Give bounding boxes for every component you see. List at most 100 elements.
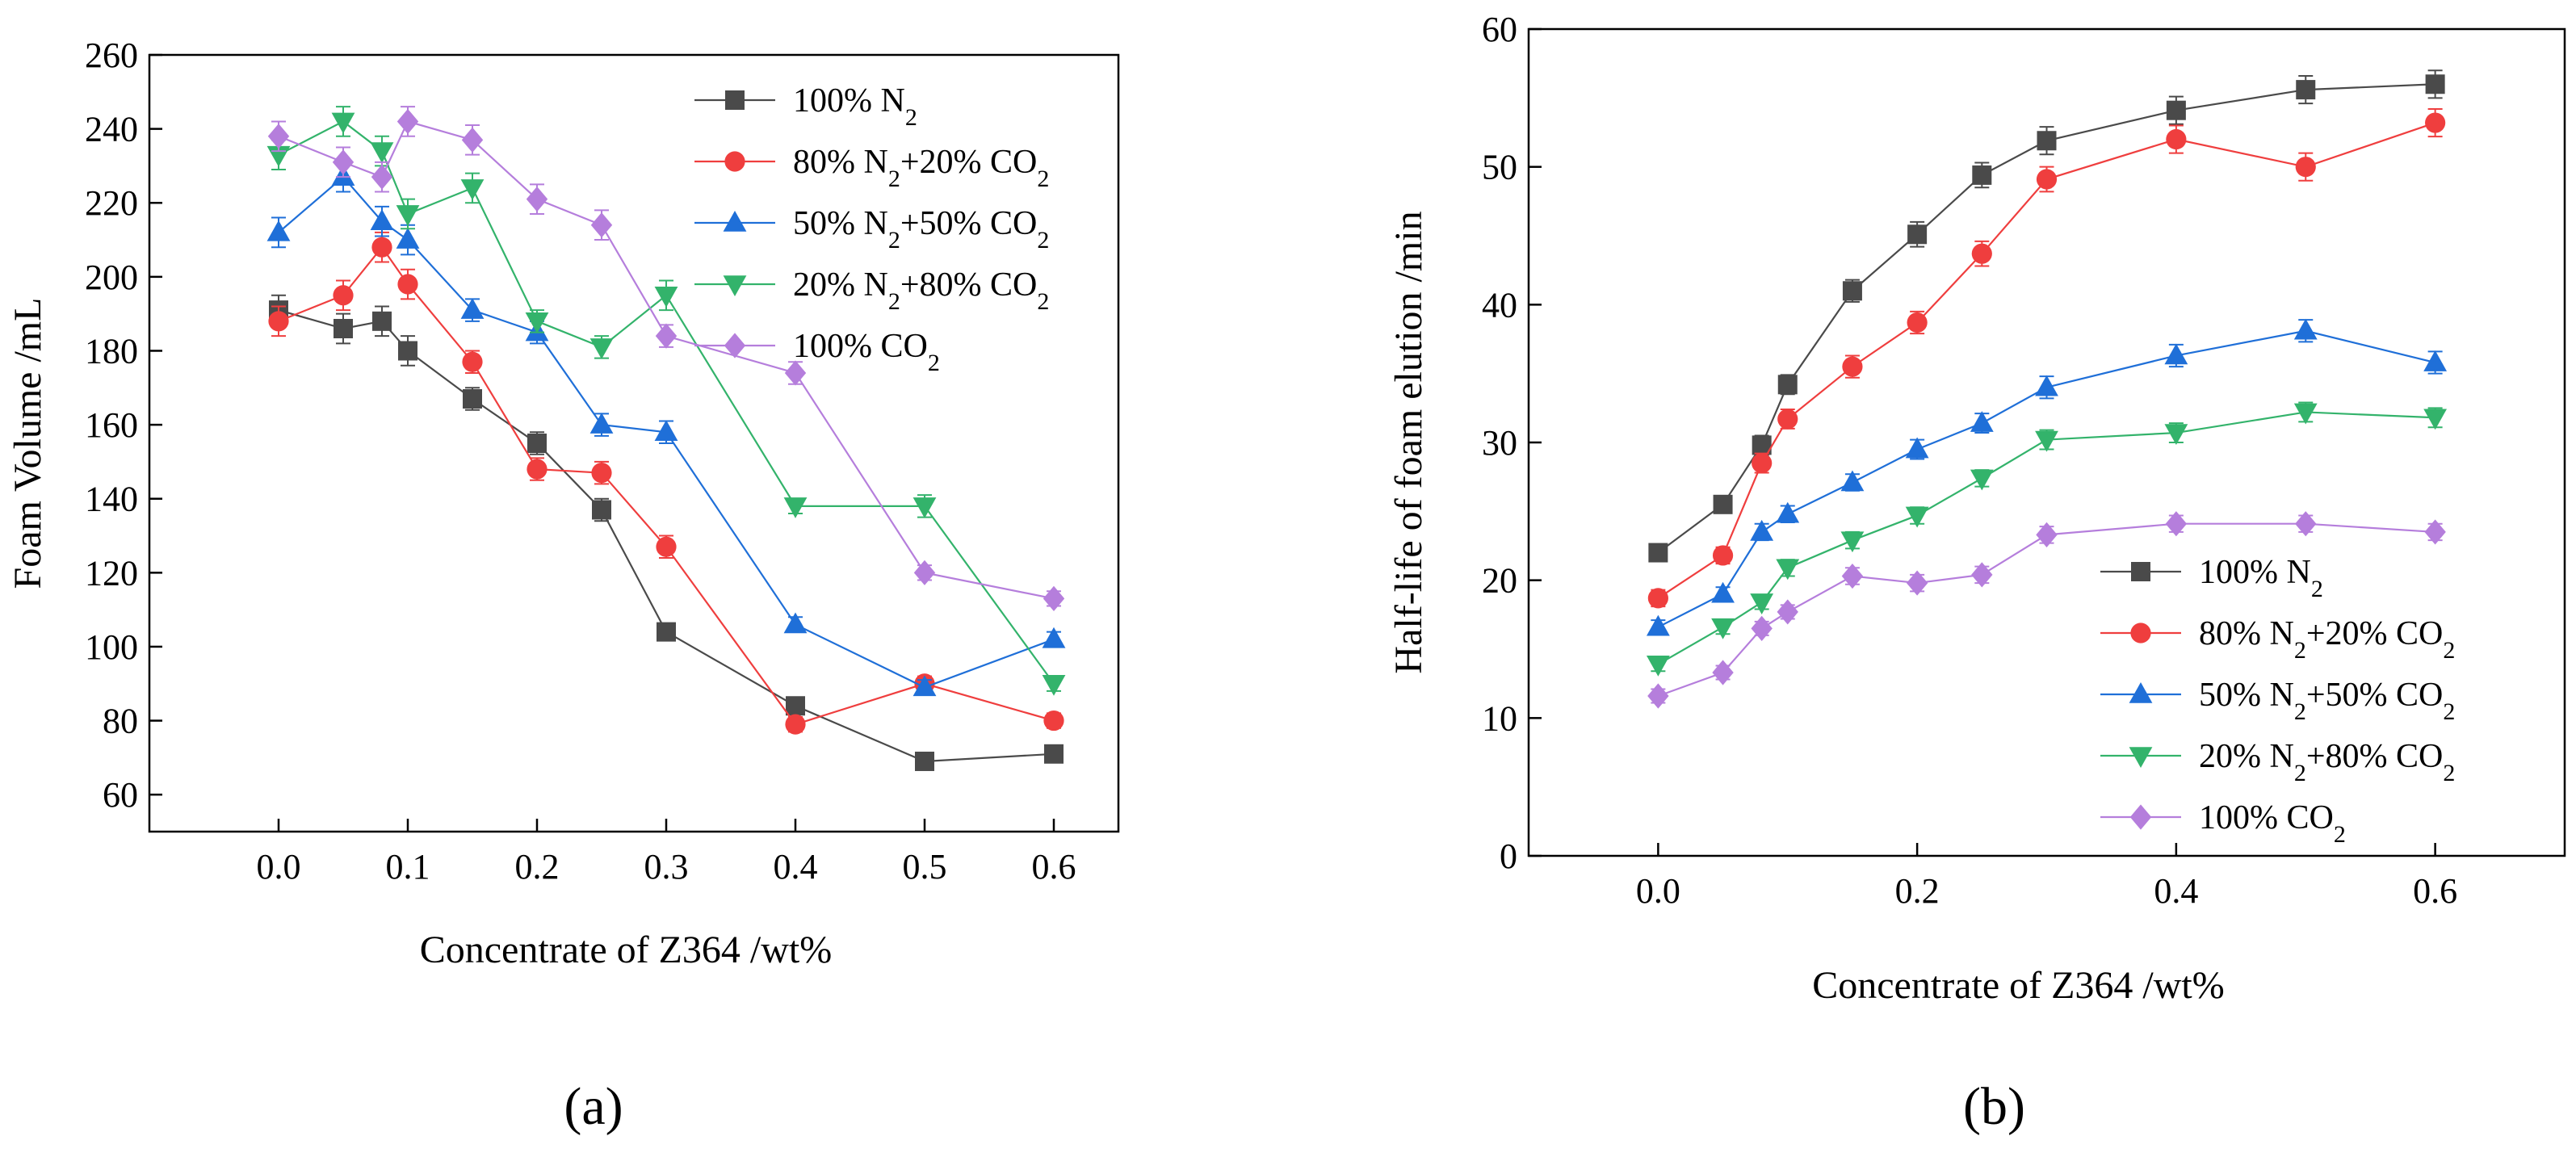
data-point xyxy=(592,500,611,520)
legend-entry: 100% N2 xyxy=(793,82,917,131)
data-point xyxy=(2295,511,2317,537)
data-point xyxy=(1647,683,1669,709)
data-point xyxy=(1971,243,1992,264)
legend-marker xyxy=(725,90,745,110)
data-point xyxy=(783,612,808,634)
data-point xyxy=(1842,356,1863,377)
data-point xyxy=(2425,74,2445,94)
data-point xyxy=(1970,469,1994,491)
data-point xyxy=(1777,599,1798,625)
data-point xyxy=(2166,128,2187,150)
y-tick-label: 60 xyxy=(1482,10,1517,49)
plot-frame xyxy=(148,53,1120,833)
data-point xyxy=(590,212,613,238)
legend-marker xyxy=(723,211,747,232)
legend-marker xyxy=(2129,682,2153,703)
y-tick-label: 30 xyxy=(1482,423,1517,463)
legend-entry: 50% N2+50% CO2 xyxy=(2199,677,2455,725)
data-point xyxy=(2165,511,2188,537)
data-point xyxy=(460,298,485,319)
data-point xyxy=(1750,519,1774,541)
legend: 100% N2 80% N2+20% CO2 50% N2+50% CO2 20% N… xyxy=(694,82,1049,376)
data-point xyxy=(1043,710,1064,732)
data-point xyxy=(2036,169,2058,190)
data-point xyxy=(461,127,484,153)
data-point xyxy=(657,622,676,642)
data-point xyxy=(1711,618,1735,639)
y-tick-label: 240 xyxy=(85,110,138,149)
data-point xyxy=(1842,281,1862,301)
x-tick-label: 0.4 xyxy=(2154,871,2198,911)
data-point xyxy=(1712,545,1734,566)
panel-b-half-life-chart: 0.0 0.2 0.4 0.6 0 10 20 30 40 50 60 Concentrate of … xyxy=(1387,10,2566,1136)
y-tick-label: 40 xyxy=(1482,285,1517,325)
data-point xyxy=(2293,403,2318,425)
data-point xyxy=(396,108,419,135)
data-point xyxy=(784,360,807,386)
data-point xyxy=(372,311,392,331)
data-point xyxy=(915,751,934,771)
y-tick-label: 200 xyxy=(85,258,138,297)
y-tick-label: 0 xyxy=(1500,836,1517,876)
data-point xyxy=(656,536,677,557)
data-point xyxy=(2293,318,2318,340)
data-point xyxy=(371,237,392,258)
data-point xyxy=(913,560,936,585)
data-point xyxy=(334,318,353,338)
legend-marker xyxy=(723,275,747,296)
legend-entry: 20% N2+80% CO2 xyxy=(2199,738,2455,786)
data-point xyxy=(460,179,485,200)
y-axis-title: Half-life of foam elution /min xyxy=(1387,211,1430,673)
data-point xyxy=(2166,100,2186,120)
legend-marker xyxy=(2129,804,2152,830)
data-point xyxy=(463,389,482,409)
x-tick-label: 0.3 xyxy=(644,847,689,887)
y-tick-label: 80 xyxy=(103,702,138,741)
data-point xyxy=(2035,375,2058,396)
data-point xyxy=(1042,674,1066,696)
y-tick-label: 100 xyxy=(85,627,138,667)
data-point xyxy=(1777,409,1798,430)
data-point xyxy=(527,459,548,480)
series-line xyxy=(278,245,1055,726)
legend-entry: 100% CO2 xyxy=(2199,799,2346,848)
data-point xyxy=(1777,375,1798,395)
data-point xyxy=(526,187,548,212)
data-point xyxy=(333,285,354,306)
data-point xyxy=(1043,585,1065,611)
data-point xyxy=(654,420,678,442)
data-point xyxy=(332,149,355,175)
data-point xyxy=(2164,343,2188,365)
data-point xyxy=(371,164,393,190)
x-tick-label: 0.5 xyxy=(903,847,947,887)
x-axis-title: Concentrate of Z364 /wt% xyxy=(420,929,833,971)
data-point xyxy=(591,463,612,484)
series-2 xyxy=(1647,107,2446,609)
y-tick-label: 220 xyxy=(85,183,138,223)
data-point xyxy=(2295,157,2316,178)
data-point xyxy=(2036,522,2058,547)
data-point xyxy=(1905,437,1929,459)
data-point xyxy=(1042,627,1066,648)
series-1 xyxy=(1648,69,2445,563)
data-point xyxy=(331,112,355,134)
y-tick-label: 180 xyxy=(85,331,138,371)
data-point xyxy=(267,124,290,149)
data-point xyxy=(913,497,937,518)
data-point xyxy=(1713,494,1733,514)
data-point xyxy=(1712,660,1734,685)
data-point xyxy=(1044,744,1064,764)
legend-marker xyxy=(724,333,746,358)
data-point xyxy=(2164,424,2188,446)
y-tick-label: 20 xyxy=(1482,561,1517,601)
legend-entry: 100% CO2 xyxy=(793,328,940,376)
legend-marker xyxy=(2130,623,2151,643)
y-tick-label: 50 xyxy=(1482,148,1517,187)
data-point xyxy=(398,341,417,361)
data-point xyxy=(654,286,678,308)
data-point xyxy=(2037,131,2057,151)
legend-entry: 80% N2+20% CO2 xyxy=(793,144,1049,192)
y-tick-label: 60 xyxy=(103,775,138,815)
data-point xyxy=(589,413,614,434)
data-point xyxy=(1752,453,1773,474)
